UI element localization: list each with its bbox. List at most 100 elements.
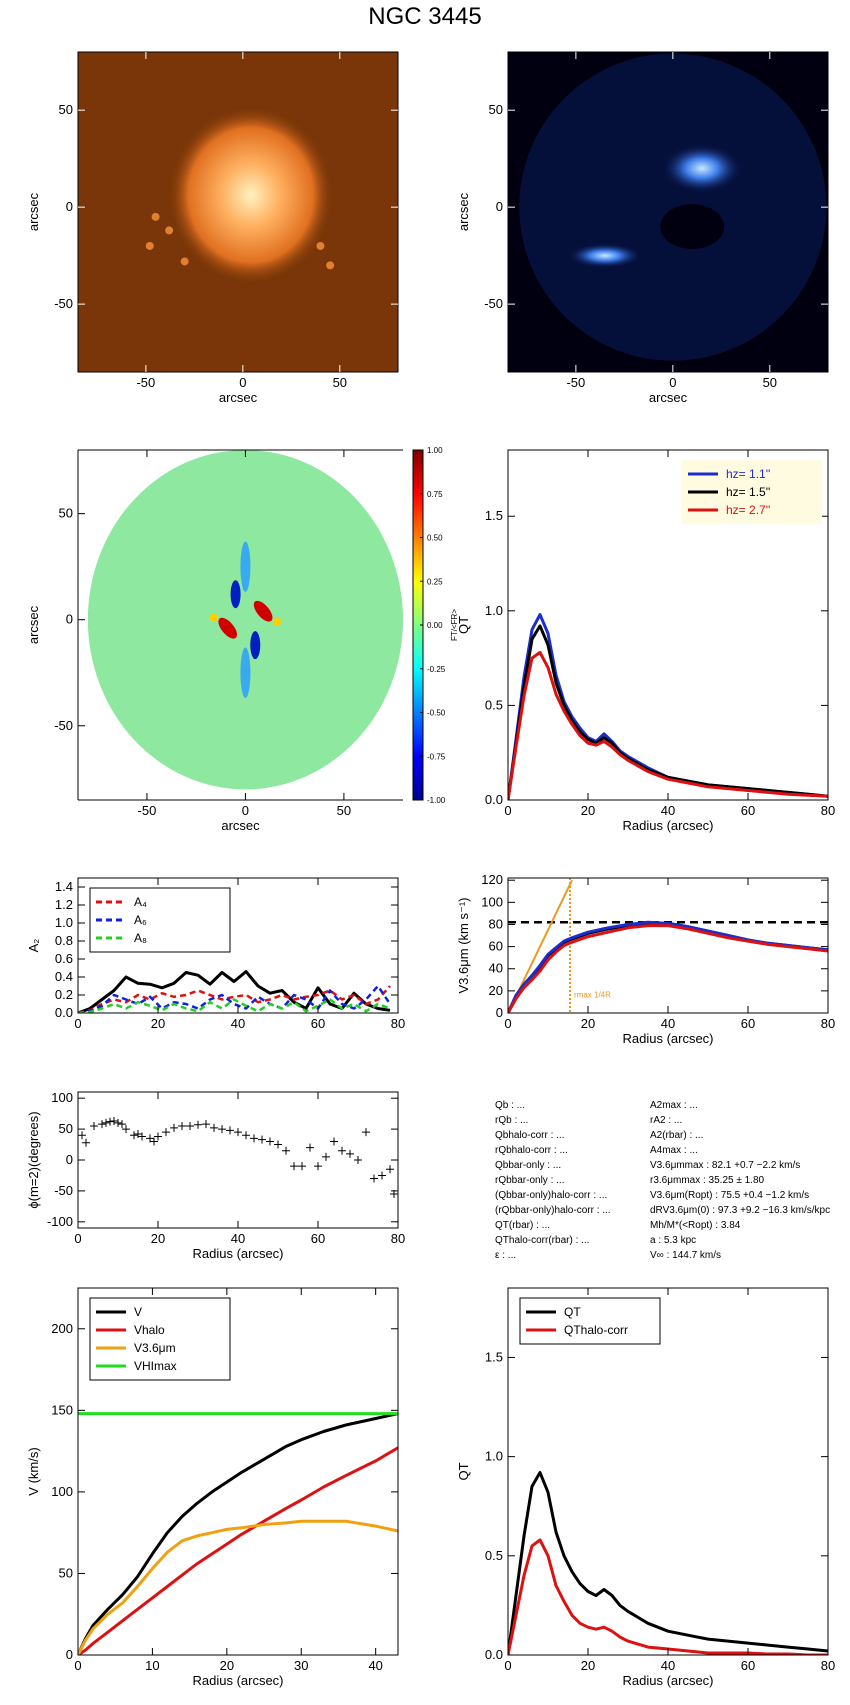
map-blob xyxy=(230,580,241,609)
y-axis-label: QT xyxy=(456,616,471,634)
point xyxy=(194,1120,202,1129)
y-tick-label: 0.4 xyxy=(55,969,73,984)
x-tick-label: 30 xyxy=(294,1658,308,1673)
map-blob xyxy=(250,631,261,660)
y-tick-label: 50 xyxy=(59,1121,73,1136)
x-tick-label: 20 xyxy=(581,1016,595,1031)
info-line: rQbbar-only : ... xyxy=(495,1175,564,1186)
y-tick-label: 1.0 xyxy=(55,915,73,930)
x-tick-label: 40 xyxy=(661,803,675,818)
x-tick-label: -50 xyxy=(566,375,585,390)
colorbar-tick-label: 0.50 xyxy=(427,534,443,543)
point xyxy=(150,1137,158,1146)
point xyxy=(186,1122,194,1130)
y-tick-label: 0 xyxy=(66,1152,73,1167)
point xyxy=(314,1162,322,1171)
point xyxy=(298,1162,306,1171)
info-line: r3.6μmmax : 35.25 ± 1.80 xyxy=(650,1175,765,1186)
legend-label: Vhalo xyxy=(134,1323,165,1337)
x-axis-label: Radius (arcsec) xyxy=(622,1031,713,1046)
x-axis-label: Radius (arcsec) xyxy=(622,1673,713,1688)
x-tick-label: 40 xyxy=(661,1658,675,1673)
x-tick-label: 60 xyxy=(741,1658,755,1673)
y-tick-label: 100 xyxy=(51,1484,73,1499)
x-tick-label: 20 xyxy=(581,1658,595,1673)
y-tick-label: 120 xyxy=(481,872,503,887)
y-axis-label: ϕ(m=2)(degrees) xyxy=(26,1111,41,1208)
y-tick-label: 150 xyxy=(51,1402,73,1417)
plot-area xyxy=(508,613,828,800)
legend-label: A₆ xyxy=(134,913,147,927)
frame xyxy=(77,51,399,373)
panel: 0 20 40 60 80 0 20 40 60 80 100 120 Radius (arcsec) V… xyxy=(456,872,835,1046)
colorbar-tick-label: -0.25 xyxy=(427,665,446,674)
x-tick-label: 0 xyxy=(504,1016,511,1031)
point xyxy=(306,1143,314,1152)
x-axis-label: arcsec xyxy=(219,390,258,405)
y-tick-label: -50 xyxy=(484,296,503,311)
point xyxy=(178,1122,186,1130)
y-axis-label: QT xyxy=(456,1462,471,1480)
point xyxy=(78,1131,86,1140)
colorbar-tick-label: 0.25 xyxy=(427,577,443,586)
panel: -50 0 50 -50 0 50 arcsec arcsec xyxy=(456,51,829,405)
panel: 0 20 40 60 80 0.0 0.5 1.0 1.5 Radius (arcsec) QT hz… xyxy=(456,449,835,833)
y-tick-label: -100 xyxy=(47,1214,73,1229)
series-line xyxy=(508,650,828,800)
y-tick-label: 0.2 xyxy=(55,987,73,1002)
series-line xyxy=(508,1471,828,1655)
point xyxy=(118,1120,126,1129)
legend-label: QThalo-corr xyxy=(564,1323,628,1337)
point xyxy=(258,1135,266,1144)
map-blob xyxy=(240,541,251,592)
series-line xyxy=(78,984,392,1013)
y-tick-label: 0.5 xyxy=(485,1548,503,1563)
panel: 0 20 40 60 80 0.0 0.2 0.4 0.6 0.8 1.0 1.2 1.4 A₂ A₄ A₆ A… xyxy=(26,877,405,1031)
y-tick-label: 200 xyxy=(51,1321,73,1336)
point xyxy=(138,1132,146,1141)
point xyxy=(162,1128,170,1137)
point xyxy=(370,1174,378,1183)
y-tick-label: 0 xyxy=(496,199,503,214)
x-axis-label: Radius (arcsec) xyxy=(622,818,713,833)
frame xyxy=(77,1287,399,1656)
point xyxy=(322,1152,330,1161)
colorbar-label: FT/<FR> xyxy=(450,609,459,641)
y-tick-label: 1.5 xyxy=(485,508,503,523)
x-tick-label: 80 xyxy=(821,1658,835,1673)
colorbar-tick-label: -0.50 xyxy=(427,709,446,718)
x-tick-label: 80 xyxy=(391,1016,405,1031)
y-tick-label: 100 xyxy=(481,894,503,909)
y-tick-label: -50 xyxy=(54,718,73,733)
plot-area xyxy=(508,52,828,372)
panel: 0 10 20 30 40 0 50 100 150 200 Radius (arcsec) V (k… xyxy=(26,1287,399,1688)
y-axis-label: V (km/s) xyxy=(26,1447,41,1495)
point xyxy=(362,1128,370,1137)
x-tick-label: 20 xyxy=(220,1658,234,1673)
knot xyxy=(180,257,189,266)
x-tick-label: 0 xyxy=(242,803,249,818)
x-tick-label: 80 xyxy=(391,1231,405,1246)
map-blob xyxy=(253,600,273,622)
x-tick-label: 80 xyxy=(821,803,835,818)
x-tick-label: 0 xyxy=(504,1658,511,1673)
y-axis-label: A₂ xyxy=(26,939,41,953)
y-axis-label: arcsec xyxy=(456,192,471,231)
legend-label: V xyxy=(134,1305,142,1319)
info-line: a : 5.3 kpc xyxy=(650,1235,696,1246)
info-line: V3.6μmmax : 82.1 +0.7 −2.2 km/s xyxy=(650,1160,800,1171)
info-line: Qb : ... xyxy=(495,1100,525,1111)
x-axis-label: arcsec xyxy=(221,818,260,833)
x-tick-label: -50 xyxy=(136,375,155,390)
x-tick-label: 40 xyxy=(231,1231,245,1246)
knot xyxy=(145,241,154,250)
x-tick-label: 40 xyxy=(661,1016,675,1031)
y-tick-label: 80 xyxy=(489,916,503,931)
y-tick-label: 50 xyxy=(59,102,73,117)
y-tick-label: 50 xyxy=(59,1565,73,1580)
panel: 0 20 40 60 80 0.0 0.5 1.0 1.5 Radius (arcsec) QT QT… xyxy=(456,1287,835,1688)
info-line: (Qbbar-only)halo-corr : ... xyxy=(495,1190,607,1201)
x-tick-label: 0 xyxy=(74,1016,81,1031)
point xyxy=(346,1149,354,1158)
colorbar-tick-label: 0.00 xyxy=(427,621,443,630)
